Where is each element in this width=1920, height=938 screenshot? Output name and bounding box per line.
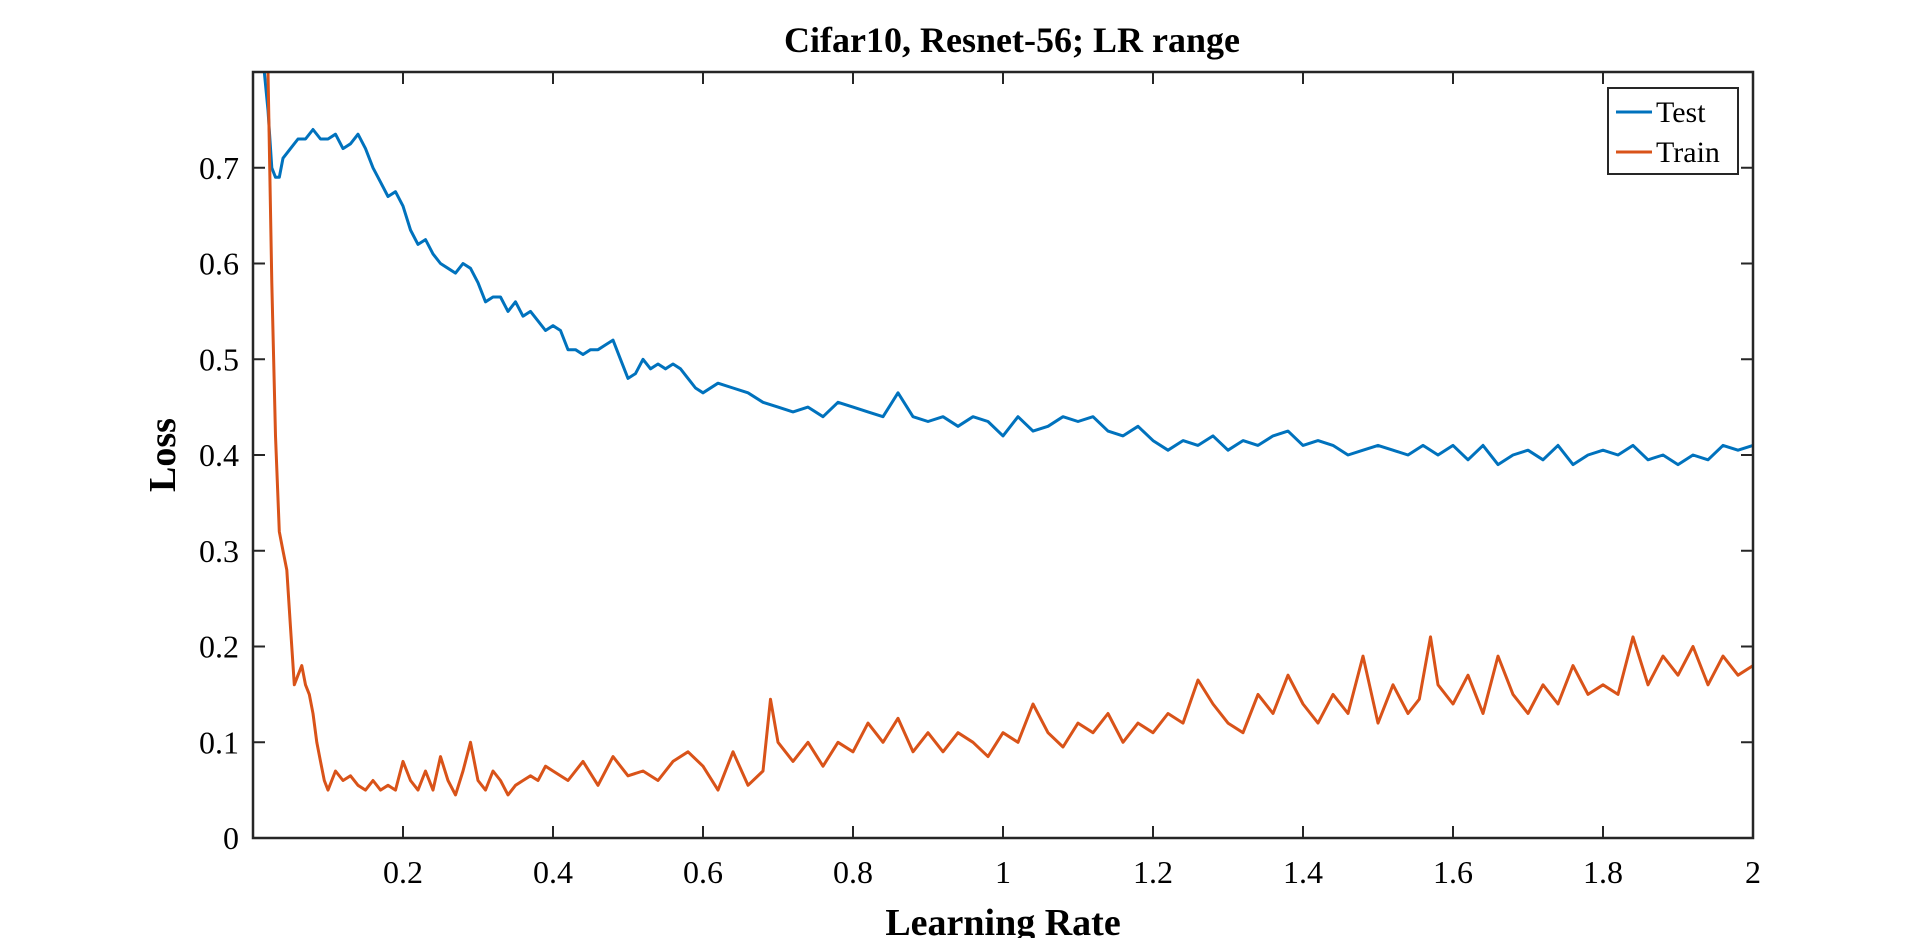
x-tick-label: 0.8	[833, 854, 873, 890]
x-tick-label: 2	[1745, 854, 1761, 890]
y-tick-label: 0.4	[199, 437, 239, 473]
x-tick-label: 1.2	[1133, 854, 1173, 890]
x-tick-label: 0.6	[683, 854, 723, 890]
legend-label-train: Train	[1656, 136, 1720, 169]
x-axis-label: Learning Rate	[885, 902, 1120, 938]
legend: Test Train	[1607, 87, 1739, 175]
y-tick-label: 0	[223, 820, 239, 856]
x-tick-label: 1.8	[1583, 854, 1623, 890]
y-tick-label: 0.2	[199, 629, 239, 665]
axis-ticks: 0.2 0.4 0.6 0.8 1 1.2 1.4 1.6 1.8 2 0 0.1 0.2 0.3 0.4 0…	[199, 72, 1761, 890]
y-tick-label: 0.6	[199, 246, 239, 282]
plot-area	[251, 70, 1755, 840]
x-tick-label: 0.2	[383, 854, 423, 890]
series-layer	[262, 72, 1753, 797]
series-line-train	[266, 72, 1753, 797]
y-tick-label: 0.1	[199, 724, 239, 760]
x-tick-label: 1.6	[1433, 854, 1473, 890]
chart-title: Cifar10, Resnet-56; LR range	[784, 20, 1240, 60]
x-tick-label: 1	[995, 854, 1011, 890]
y-tick-label: 0.3	[199, 533, 239, 569]
legend-box	[1607, 87, 1739, 175]
x-tick-label: 0.4	[533, 854, 573, 890]
x-tick-label: 1.4	[1283, 854, 1323, 890]
legend-label-test: Test	[1656, 96, 1706, 129]
y-axis-label: Loss	[142, 418, 184, 492]
y-tick-label: 0.5	[199, 341, 239, 377]
y-tick-label: 0.7	[199, 150, 239, 186]
series-line-test	[262, 72, 1753, 467]
